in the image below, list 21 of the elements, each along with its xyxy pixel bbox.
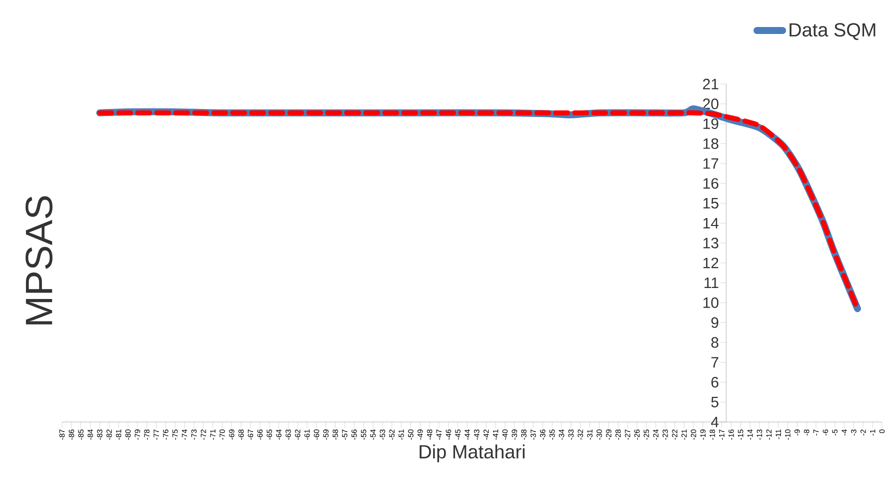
y-tick-label: 7 [711,357,718,368]
y-tick-label: 6 [711,376,718,388]
y-tick-label: 20 [703,98,718,110]
y-tick-label: 18 [703,138,718,149]
y-tick-label: 17 [703,158,718,169]
y-tick-label: 13 [703,238,718,248]
y-tick-label: 9 [711,317,718,328]
x-axis-title: Dip Matahari [420,444,525,462]
y-tick-label: 8 [711,337,718,348]
y-tick-label: 19 [703,118,718,130]
y-tick-label: 15 [703,198,718,209]
y-tick-label: 14 [703,218,719,228]
y-tick-label: 4 [711,416,719,428]
legend-label: Data SQM [790,23,876,40]
y-tick-label: 10 [703,297,718,308]
y-tick-label: 5 [711,396,718,408]
y-tick-label: 12 [703,258,718,268]
y-tick-label: 11 [704,278,718,288]
y-tick-label: 16 [703,178,718,189]
y-axis-title: MPSAS [26,196,52,324]
y-tick-label: 21 [703,78,718,90]
